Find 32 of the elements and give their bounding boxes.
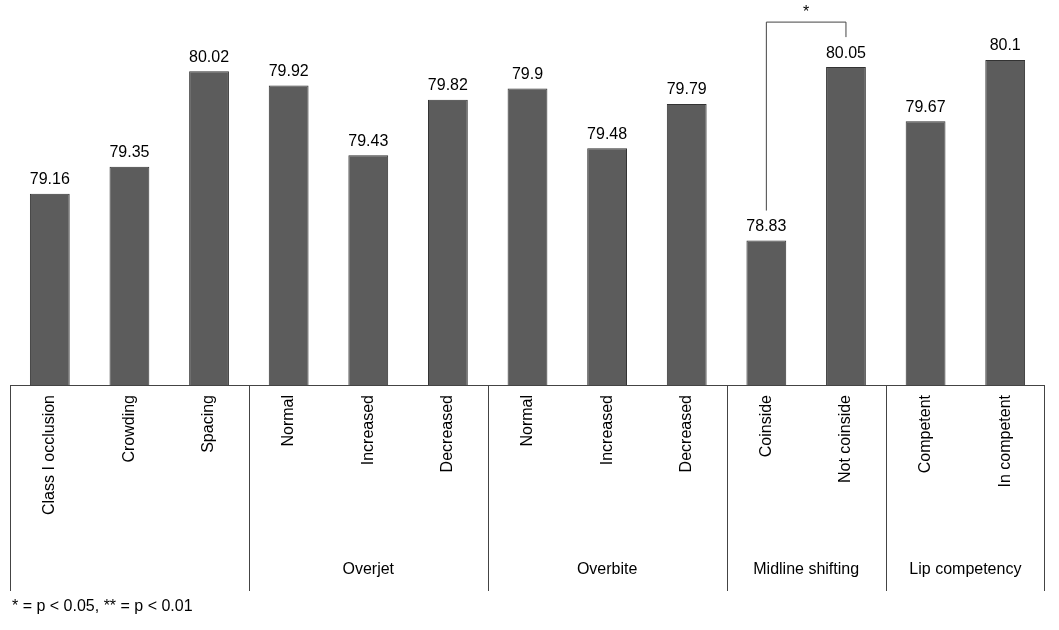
annotation: Midline shifting: [753, 560, 860, 578]
data-label: 80.1: [989, 36, 1021, 54]
x-tick-label: Not coinside: [836, 394, 854, 484]
data-label: 79.9: [511, 64, 544, 82]
x-tick-label: Decreased: [677, 395, 695, 473]
data-label: 79.67: [905, 97, 946, 115]
annotation: Overjet: [342, 560, 395, 578]
x-tick-label: Class I occlusion: [40, 395, 58, 516]
x-tick-label: Increased: [358, 395, 376, 466]
text: *: [803, 2, 810, 20]
x-tick-label: Crowding: [119, 395, 137, 463]
data-label: 79.82: [427, 76, 468, 94]
data-label: 80.05: [825, 43, 867, 61]
x-tick-label: Normal: [517, 395, 535, 447]
x-tick-label: Increased: [597, 395, 615, 466]
data-label: 79.43: [348, 131, 389, 149]
data-label: 80.02: [189, 47, 230, 65]
x-tick-label: Coinside: [756, 394, 774, 458]
x-tick-label: Spacing: [199, 395, 217, 453]
annotation: Overbite: [576, 560, 638, 578]
x-tick-label: Decreased: [438, 395, 456, 473]
data-label: 79.35: [109, 143, 150, 161]
annotation: * = p < 0.05, ** = p < 0.01: [12, 597, 193, 615]
x-tick-label: In competent: [995, 394, 1013, 488]
x-tick-label: Normal: [279, 395, 297, 447]
data-label: 79.92: [268, 62, 309, 79]
x-tick-label: Competent: [915, 394, 933, 474]
data-label: 78.83: [746, 216, 787, 234]
data-label: 79.16: [29, 170, 70, 188]
data-label: 79.48: [587, 124, 628, 142]
data-label: 79.79: [666, 80, 707, 98]
annotation: Lip competency: [909, 560, 1022, 578]
